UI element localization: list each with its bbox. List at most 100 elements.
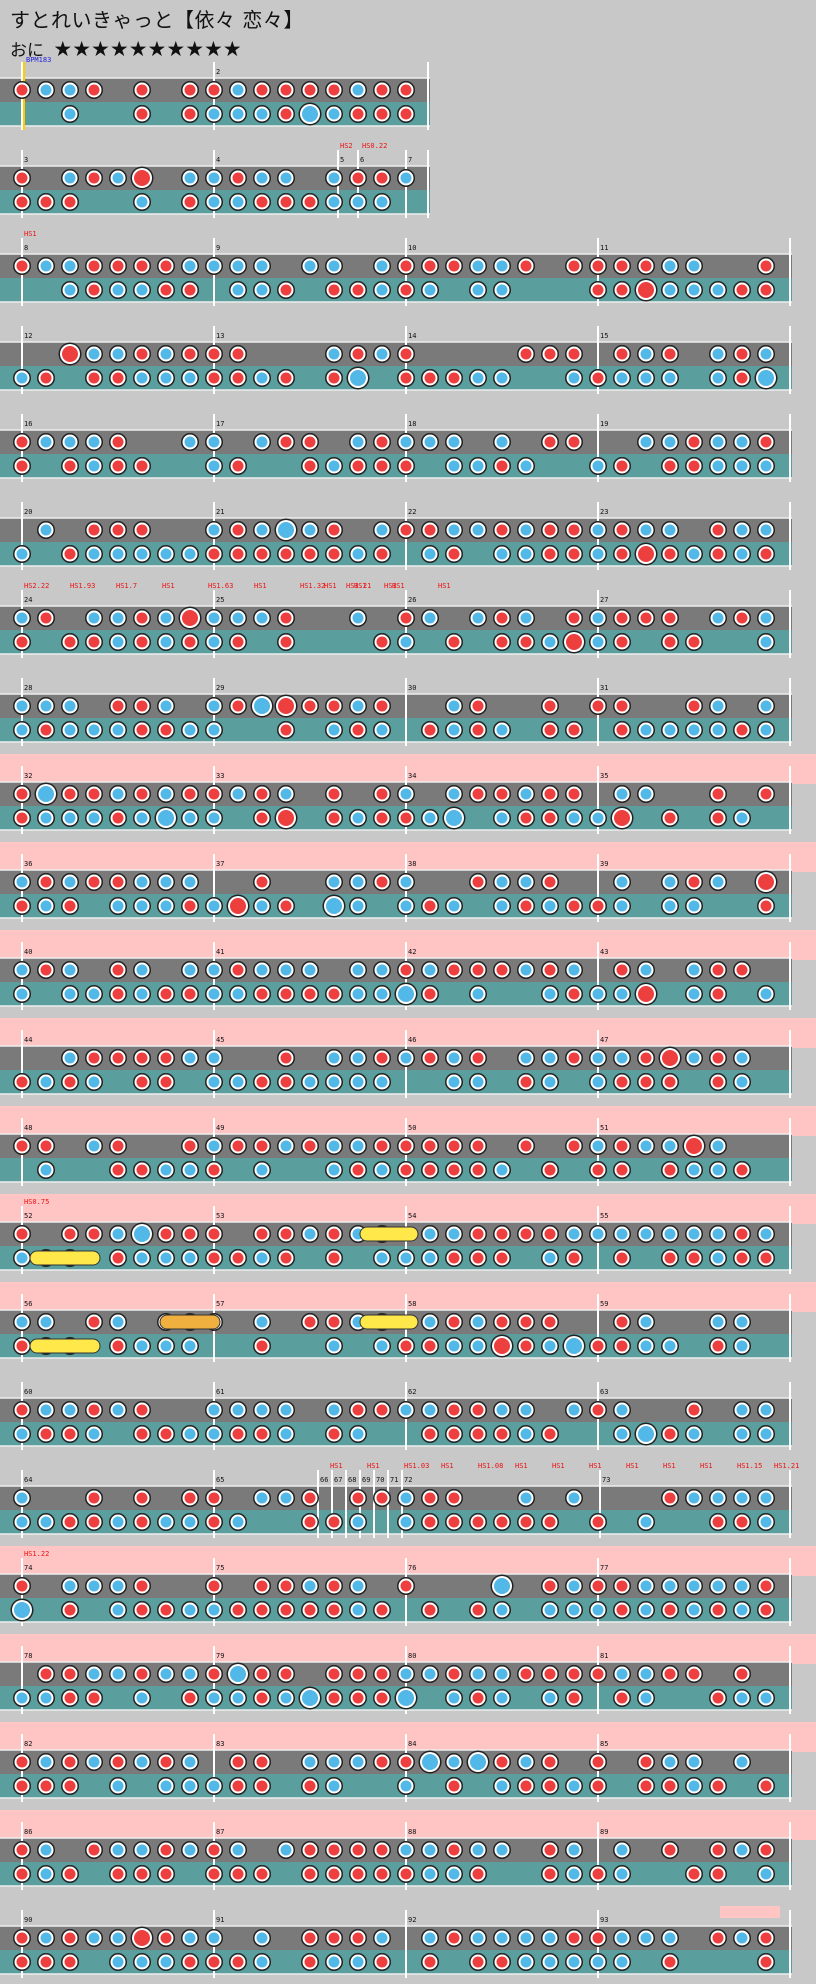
don-note-face xyxy=(232,1604,244,1616)
ka-note-face xyxy=(280,1428,292,1440)
don-note-face xyxy=(448,1668,460,1680)
ka-note-face xyxy=(760,612,772,624)
ka-note-face xyxy=(208,524,220,536)
don-note-face xyxy=(614,810,630,826)
ka-note-face xyxy=(424,1252,436,1264)
ka-note-face xyxy=(88,812,100,824)
don-note-face xyxy=(376,436,388,448)
don-note-face xyxy=(664,1956,676,1968)
ka-note-face xyxy=(424,548,436,560)
don-note-face xyxy=(496,1228,508,1240)
don-note-face xyxy=(712,524,724,536)
ka-note-face xyxy=(472,460,484,472)
don-note-face xyxy=(64,1932,76,1944)
ka-note-face xyxy=(136,1844,148,1856)
ka-note-face xyxy=(232,196,244,208)
ka-note-face xyxy=(352,988,364,1000)
ka-note-face xyxy=(760,1868,772,1880)
don-note-face xyxy=(64,788,76,800)
ka-note-face xyxy=(568,964,580,976)
ka-note-face xyxy=(160,548,172,560)
don-note-face xyxy=(208,1164,220,1176)
don-note-face xyxy=(256,1140,268,1152)
ka-note-face xyxy=(616,1052,628,1064)
don-note-face xyxy=(256,1692,268,1704)
don-note-face xyxy=(328,700,340,712)
ka-note-face xyxy=(328,876,340,888)
ka-note-face xyxy=(424,284,436,296)
ka-note-face xyxy=(640,524,652,536)
ka-note-face xyxy=(328,108,340,120)
speed-change-label: HS1 xyxy=(367,1462,380,1470)
ka-note-face xyxy=(736,1316,748,1328)
measure-number: 91 xyxy=(216,1916,224,1924)
don-note-face xyxy=(256,1604,268,1616)
ka-note-face xyxy=(256,260,268,272)
lane-upper xyxy=(0,1662,792,1686)
ka-note-face xyxy=(40,900,52,912)
don-note-face xyxy=(208,348,220,360)
don-note-face xyxy=(352,108,364,120)
ka-note-face xyxy=(280,1492,292,1504)
don-note-face xyxy=(40,1140,52,1152)
ka-note-face xyxy=(688,988,700,1000)
gogo-band xyxy=(0,1546,816,1576)
don-note-face xyxy=(208,372,220,384)
don-note-face xyxy=(520,636,532,648)
don-note-face xyxy=(256,1076,268,1088)
don-note-face xyxy=(638,282,654,298)
don-note-face xyxy=(112,1756,124,1768)
don-note-face xyxy=(472,1228,484,1240)
ka-note-face xyxy=(472,260,484,272)
measure-number: 34 xyxy=(408,772,416,780)
measure-number: 38 xyxy=(408,860,416,868)
don-note-face xyxy=(352,1868,364,1880)
ka-note-face xyxy=(568,1844,580,1856)
ka-note-face xyxy=(566,1338,582,1354)
don-note-face xyxy=(88,172,100,184)
don-note-face xyxy=(568,1668,580,1680)
don-note-face xyxy=(712,1076,724,1088)
don-note-face xyxy=(16,260,28,272)
ka-note-face xyxy=(112,284,124,296)
don-note-face xyxy=(568,1052,580,1064)
ka-note-face xyxy=(256,1404,268,1416)
ka-note-face xyxy=(160,900,172,912)
ka-note-face xyxy=(352,436,364,448)
ka-note-face xyxy=(496,1692,508,1704)
don-note-face xyxy=(568,260,580,272)
ka-note-face xyxy=(352,548,364,560)
ka-note-face xyxy=(448,1756,460,1768)
measure-number: 54 xyxy=(408,1212,416,1220)
don-note-face xyxy=(208,548,220,560)
ka-note-face xyxy=(448,700,460,712)
ka-note-face xyxy=(64,812,76,824)
lane-lower xyxy=(0,1510,792,1534)
ka-note-face xyxy=(568,812,580,824)
measure-number: 82 xyxy=(24,1740,32,1748)
don-note-face xyxy=(592,1404,604,1416)
don-note-face xyxy=(544,348,556,360)
ka-note-face xyxy=(472,1340,484,1352)
ka-note-face xyxy=(112,172,124,184)
don-note-face xyxy=(184,284,196,296)
don-note-face xyxy=(16,1932,28,1944)
ka-note-face xyxy=(568,1604,580,1616)
ka-note-face xyxy=(400,900,412,912)
don-note-face xyxy=(160,260,172,272)
measure-number: 14 xyxy=(408,332,416,340)
measure-number: 15 xyxy=(600,332,608,340)
don-note-face xyxy=(544,1756,556,1768)
ka-note-face xyxy=(664,1140,676,1152)
don-note-face xyxy=(160,988,172,1000)
don-note-face xyxy=(494,1338,510,1354)
don-note-face xyxy=(544,524,556,536)
don-note-face xyxy=(40,724,52,736)
ka-note-face xyxy=(376,724,388,736)
don-note-face xyxy=(184,348,196,360)
speed-change-label: HS1 xyxy=(589,1462,602,1470)
don-note-face xyxy=(616,1076,628,1088)
ka-note-face xyxy=(256,964,268,976)
don-note-face xyxy=(160,1228,172,1240)
